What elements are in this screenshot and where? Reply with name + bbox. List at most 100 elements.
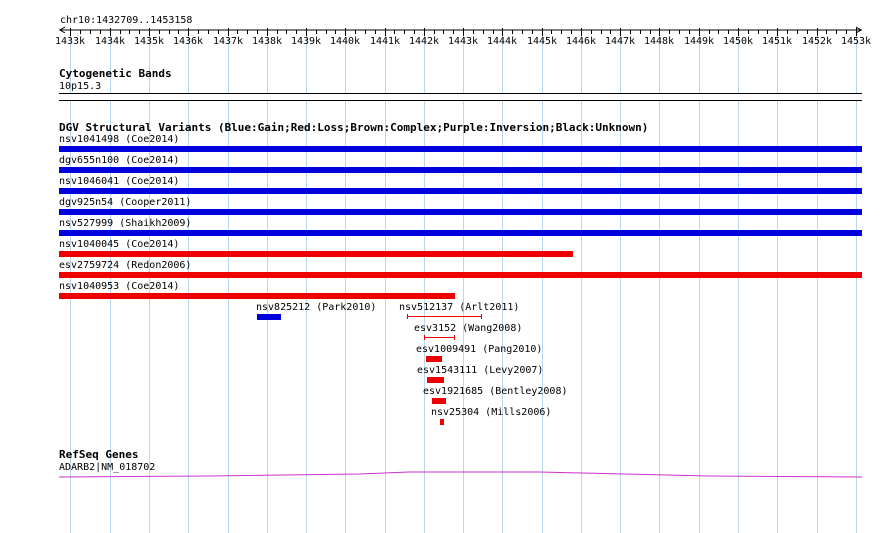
variant-bar[interactable]	[426, 356, 442, 362]
ruler-tick	[424, 28, 425, 36]
coordinate-ruler[interactable]: chr10:1432709..1453158 1433k 1434k 1435k 14…	[55, 0, 871, 50]
variant-bar[interactable]	[440, 419, 444, 425]
variant-bar[interactable]	[427, 377, 444, 383]
ruler-left-arrow-icon	[59, 26, 66, 34]
ruler-minor-tick	[807, 30, 808, 34]
grid-line	[149, 30, 150, 533]
ruler-minor-tick	[591, 30, 592, 34]
ruler-minor-tick	[159, 30, 160, 34]
ruler-minor-tick	[404, 30, 405, 34]
variant-label[interactable]: esv1543111 (Levy2007)	[417, 365, 544, 376]
ruler-axis	[59, 26, 862, 34]
ruler-tick	[70, 28, 71, 36]
variant-bar[interactable]	[59, 209, 862, 215]
ruler-minor-tick	[198, 30, 199, 34]
ruler-minor-tick	[728, 30, 729, 34]
ruler-minor-tick	[247, 30, 248, 34]
ruler-tick	[188, 28, 189, 36]
ruler-minor-tick	[846, 30, 847, 34]
grid-line	[502, 30, 503, 533]
grid-line	[817, 30, 818, 533]
ruler-minor-tick	[522, 30, 523, 34]
ruler-tick	[699, 28, 700, 36]
variant-bar[interactable]	[59, 167, 862, 173]
grid-line	[542, 30, 543, 533]
ruler-minor-tick	[709, 30, 710, 34]
ruler-tick	[228, 28, 229, 36]
ruler-minor-tick	[512, 30, 513, 34]
variant-label[interactable]: nsv1040045 (Coe2014)	[59, 239, 180, 250]
ruler-minor-tick	[836, 30, 837, 34]
ruler-tick-label: 1446k	[565, 36, 597, 47]
variant-label[interactable]: esv1921685 (Bentley2008)	[423, 386, 568, 397]
refseq-gene-model[interactable]	[59, 470, 862, 482]
grid-line	[738, 30, 739, 533]
ruler-tick	[542, 28, 543, 36]
ruler-tick	[385, 28, 386, 36]
variant-label[interactable]: nsv1040953 (Coe2014)	[59, 281, 180, 292]
ruler-minor-tick	[296, 30, 297, 34]
grid-line	[345, 30, 346, 533]
variant-bar[interactable]	[59, 293, 455, 299]
variant-bar[interactable]	[59, 251, 573, 257]
variant-label[interactable]: nsv825212 (Park2010)	[256, 302, 377, 313]
ruler-minor-tick	[718, 30, 719, 34]
ruler-minor-tick	[532, 30, 533, 34]
variant-label[interactable]: esv1009491 (Pang2010)	[416, 344, 543, 355]
ruler-minor-tick	[601, 30, 602, 34]
position-label: chr10:1432709..1453158	[60, 15, 193, 26]
ruler-minor-tick	[679, 30, 680, 34]
variant-bar[interactable]	[257, 314, 281, 320]
ruler-tick-label: 1448k	[643, 36, 675, 47]
variant-bar[interactable]	[59, 230, 862, 236]
gene-intron-line	[59, 471, 862, 478]
variant-bar[interactable]	[59, 272, 862, 278]
variant-label[interactable]: esv3152 (Wang2008)	[414, 323, 523, 334]
refseq-gene-label[interactable]: ADARB2|NM_018702	[59, 462, 156, 473]
cytoband-top-border	[59, 93, 862, 94]
ruler-tick-label: 1440k	[329, 36, 361, 47]
grid-line	[424, 30, 425, 533]
ruler-minor-tick	[797, 30, 798, 34]
ruler-minor-tick	[561, 30, 562, 34]
variant-span-line[interactable]	[424, 337, 454, 338]
variant-span-cap	[407, 314, 408, 319]
ruler-tick	[306, 28, 307, 36]
ruler-minor-tick	[169, 30, 170, 34]
ruler-tick-label: 1434k	[94, 36, 126, 47]
cytoband-band[interactable]	[59, 94, 862, 100]
ruler-minor-tick	[443, 30, 444, 34]
ruler-tick	[149, 28, 150, 36]
ruler-tick-label: 1450k	[722, 36, 754, 47]
variant-label[interactable]: nsv1046041 (Coe2014)	[59, 176, 180, 187]
grid-line	[228, 30, 229, 533]
variant-label[interactable]: nsv1041498 (Coe2014)	[59, 134, 180, 145]
ruler-minor-tick	[414, 30, 415, 34]
variant-bar[interactable]	[432, 398, 446, 404]
ruler-tick	[345, 28, 346, 36]
variant-label[interactable]: esv2759724 (Redon2006)	[59, 260, 192, 271]
cytoband-bottom-border	[59, 100, 862, 101]
ruler-tick-label: 1439k	[290, 36, 322, 47]
ruler-tick-label: 1445k	[526, 36, 558, 47]
dgv-track-title: DGV Structural Variants (Blue:Gain;Red:L…	[59, 121, 649, 134]
grid-line	[110, 30, 111, 533]
variant-label[interactable]: nsv25304 (Mills2006)	[431, 407, 552, 418]
variant-label[interactable]: dgv925n54 (Cooper2011)	[59, 197, 192, 208]
ruler-minor-tick	[335, 30, 336, 34]
variant-bar[interactable]	[59, 188, 862, 194]
ruler-minor-tick	[689, 30, 690, 34]
ruler-tick	[502, 28, 503, 36]
ruler-minor-tick	[237, 30, 238, 34]
ruler-tick	[856, 28, 857, 36]
ruler-minor-tick	[365, 30, 366, 34]
variant-label[interactable]: dgv655n100 (Coe2014)	[59, 155, 180, 166]
ruler-minor-tick	[286, 30, 287, 34]
ruler-tick-label: 1433k	[54, 36, 86, 47]
variant-label[interactable]: nsv512137 (Arlt2011)	[399, 302, 520, 313]
ruler-minor-tick	[316, 30, 317, 34]
variant-span-line[interactable]	[407, 316, 481, 317]
variant-bar[interactable]	[59, 146, 862, 152]
variant-label[interactable]: nsv527999 (Shaikh2009)	[59, 218, 192, 229]
